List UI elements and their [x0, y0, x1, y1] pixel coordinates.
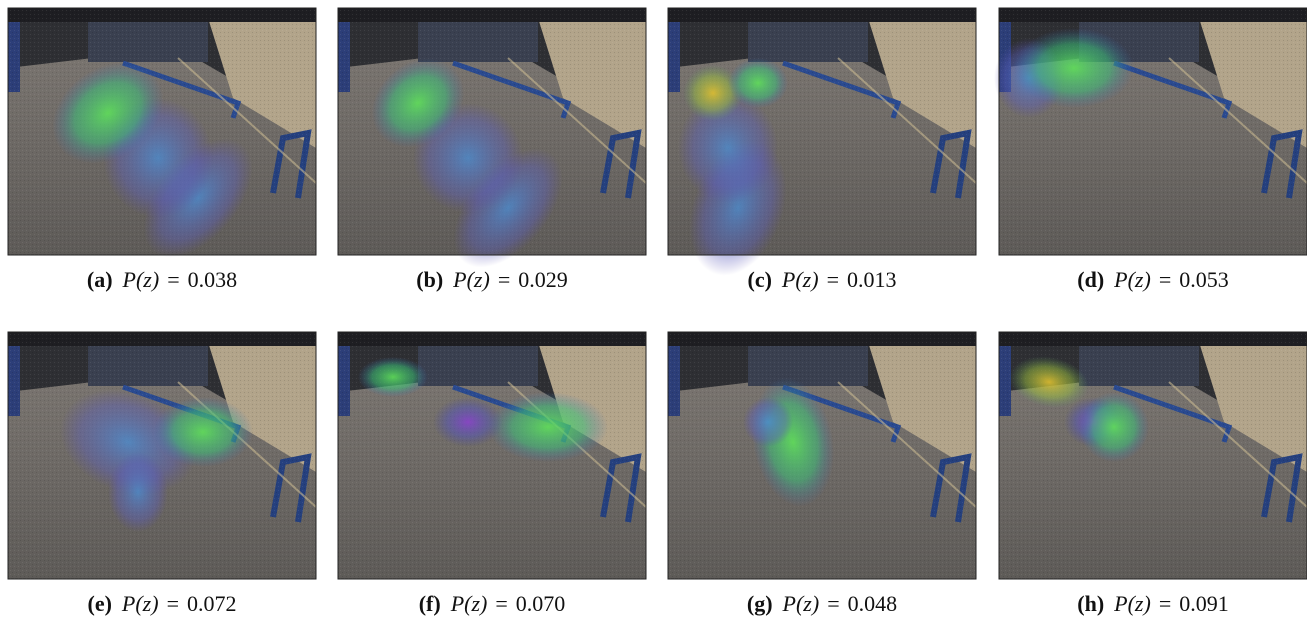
image-panel — [668, 332, 976, 579]
caption: (b) P(z) = 0.029 — [416, 267, 567, 292]
caption: (h) P(z) = 0.091 — [1077, 591, 1228, 616]
caption-value: 0.091 — [1179, 591, 1229, 616]
caption-var: P(z) — [452, 267, 490, 292]
saliency-blob — [743, 397, 793, 447]
saliency-blob — [153, 397, 253, 467]
caption-value: 0.038 — [188, 267, 238, 292]
figure: (a)P(z)=0.038(b)P(z)=0.029(c)P(z)=0.013(… — [0, 0, 1307, 620]
saliency-blob — [1079, 392, 1149, 462]
caption: (d) P(z) = 0.053 — [1077, 267, 1228, 292]
caption-rel: = — [167, 267, 179, 292]
caption-value: 0.053 — [1179, 267, 1229, 292]
caption-label: (d) — [1077, 267, 1104, 292]
caption: (e) P(z) = 0.072 — [88, 591, 237, 616]
caption-label: (a) — [87, 267, 113, 292]
caption-rel: = — [167, 591, 179, 616]
image-panel — [994, 8, 1307, 255]
caption: (a) P(z) = 0.038 — [87, 267, 237, 292]
image-panel — [338, 332, 646, 579]
caption-value: 0.029 — [518, 267, 568, 292]
caption-label: (f) — [419, 591, 441, 616]
caption-value: 0.070 — [516, 591, 566, 616]
saliency-blob — [488, 392, 608, 462]
image-panel — [668, 8, 976, 289]
caption-var: P(z) — [781, 267, 819, 292]
caption-var: P(z) — [121, 591, 159, 616]
caption-label: (c) — [748, 267, 772, 292]
image-panel — [8, 332, 316, 579]
caption-var: P(z) — [122, 267, 160, 292]
caption-value: 0.048 — [848, 591, 898, 616]
saliency-blob — [728, 58, 788, 108]
page: (a)P(z)=0.038(b)P(z)=0.029(c)P(z)=0.013(… — [0, 0, 1307, 620]
caption-var: P(z) — [782, 591, 820, 616]
caption-rel: = — [827, 591, 839, 616]
caption-rel: = — [1159, 591, 1171, 616]
caption-label: (b) — [416, 267, 443, 292]
caption-label: (g) — [747, 591, 773, 616]
caption-value: 0.013 — [847, 267, 897, 292]
caption-label: (h) — [1077, 591, 1104, 616]
caption: (g) P(z) = 0.048 — [747, 591, 897, 616]
caption-rel: = — [498, 267, 510, 292]
caption-var: P(z) — [450, 591, 488, 616]
caption-var: P(z) — [1113, 591, 1151, 616]
saliency-blob — [358, 357, 428, 397]
caption-value: 0.072 — [187, 591, 237, 616]
caption-label: (e) — [88, 591, 112, 616]
image-panel — [8, 8, 316, 277]
caption-rel: = — [495, 591, 507, 616]
caption-rel: = — [827, 267, 839, 292]
saliency-blob — [108, 452, 168, 532]
image-panel — [999, 332, 1307, 579]
caption: (f) P(z) = 0.070 — [419, 591, 566, 616]
saliency-blob — [1014, 28, 1134, 108]
image-panel — [338, 8, 646, 287]
caption-rel: = — [1159, 267, 1171, 292]
caption: (c) P(z) = 0.013 — [748, 267, 897, 292]
caption-var: P(z) — [1113, 267, 1151, 292]
